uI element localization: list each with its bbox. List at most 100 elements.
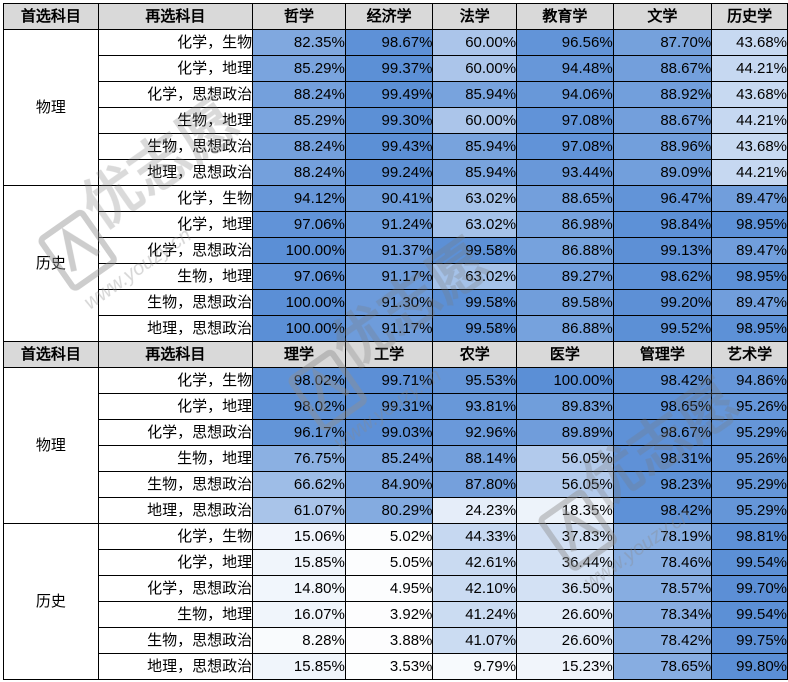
table-row: 化学，思想政治 100.00% 91.37% 99.58% 86.88% 99.13% 89… (4, 237, 788, 264)
rate-cell: 92.96% (432, 419, 518, 446)
rate-cell: 85.29% (252, 55, 346, 82)
rate-cell: 90.41% (344, 185, 434, 212)
rate-cell: 88.24% (252, 81, 346, 108)
rate-cell: 15.85% (252, 549, 346, 576)
header-second-subjects: 再选科目 (97, 3, 254, 30)
second-subjects-cell: 化学，生物 (97, 185, 254, 212)
rate-cell: 15.85% (252, 653, 346, 680)
rate-cell: 98.67% (344, 29, 434, 56)
rate-cell: 88.67% (612, 55, 713, 82)
rate-cell: 99.49% (344, 81, 434, 108)
rate-cell: 98.02% (252, 367, 346, 394)
rate-cell: 99.31% (344, 393, 434, 420)
second-subjects-cell: 化学，思想政治 (97, 419, 254, 446)
table-row: 化学，地理 97.06% 91.24% 63.02% 86.98% 98.84% 98.95… (4, 211, 788, 238)
rate-cell: 88.65% (516, 185, 614, 212)
rate-cell: 8.28% (252, 627, 346, 654)
rate-cell: 99.43% (344, 133, 434, 160)
rate-cell: 97.06% (252, 263, 346, 290)
rate-cell: 26.60% (516, 627, 614, 654)
rate-cell: 99.52% (612, 315, 713, 342)
table-row: 生物，思想政治 66.62% 84.90% 87.80% 56.05% 98.23% 95.… (4, 471, 788, 498)
table-row: 生物，思想政治 8.28% 3.88% 41.07% 26.60% 78.42% 99.75… (4, 627, 788, 654)
rate-cell: 98.84% (612, 211, 713, 238)
rate-cell: 99.03% (344, 419, 434, 446)
header-row: 首选科目 再选科目 理学 工学 农学 医学 管理学 艺术学 (3, 341, 788, 368)
rate-cell: 78.46% (612, 549, 713, 576)
table-row: 生物，思想政治 100.00% 91.30% 99.58% 89.58% 99.20% 89… (4, 289, 788, 316)
second-subjects-cell: 化学，生物 (97, 523, 254, 550)
second-subjects-cell: 地理，思想政治 (97, 315, 254, 342)
table-row: 生物，地理 97.06% 91.17% 63.02% 89.27% 98.62% 98.95… (4, 263, 788, 290)
table-row: 历史 化学，生物 94.12% 90.41% 63.02% 88.65% 96.47% 89.… (3, 185, 788, 342)
rate-cell: 99.58% (432, 315, 518, 342)
rate-cell: 95.29% (711, 471, 788, 498)
rate-cell: 97.08% (516, 107, 614, 134)
rate-cell: 60.00% (432, 55, 518, 82)
rate-cell: 63.02% (432, 211, 518, 238)
rate-cell: 91.30% (344, 289, 434, 316)
rate-cell: 98.95% (711, 211, 788, 238)
rate-cell: 43.68% (711, 29, 788, 56)
rate-cell: 66.62% (252, 471, 346, 498)
rate-cell: 78.34% (612, 601, 713, 628)
rate-cell: 88.24% (252, 133, 346, 160)
first-subject-cell: 物理 (3, 29, 99, 186)
rate-cell: 98.31% (612, 445, 713, 472)
rate-cell: 87.80% (432, 471, 518, 498)
rate-cell: 94.86% (711, 367, 788, 394)
table-row: 地理，思想政治 61.07% 80.29% 24.23% 18.35% 98.42% 95.… (4, 497, 788, 524)
rate-cell: 98.42% (612, 497, 713, 524)
rate-cell: 86.88% (516, 315, 614, 342)
rate-cell: 88.96% (612, 133, 713, 160)
rate-cell: 89.47% (711, 237, 788, 264)
table-row: 化学，地理 85.29% 99.37% 60.00% 94.48% 88.67% 44.21… (4, 55, 788, 82)
header-major: 法学 (432, 3, 518, 30)
first-subject-cell: 历史 (3, 185, 99, 342)
rate-cell: 88.92% (612, 81, 713, 108)
rate-cell: 93.81% (432, 393, 518, 420)
second-subjects-cell: 化学，地理 (97, 55, 254, 82)
rate-cell: 36.50% (516, 575, 614, 602)
rate-cell: 3.92% (344, 601, 434, 628)
table-row: 生物，地理 76.75% 85.24% 88.14% 56.05% 98.31% 95.26… (4, 445, 788, 472)
second-subjects-cell: 生物，地理 (97, 263, 254, 290)
table-row: 物理 化学，生物 82.35% 98.67% 60.00% 96.56% 87.70% 43.… (3, 29, 788, 186)
table-row: 化学，地理 15.85% 5.05% 42.61% 36.44% 78.46% 99.54% (4, 549, 788, 576)
second-subjects-cell: 化学，思想政治 (97, 81, 254, 108)
admission-rate-table: 首选科目 再选科目 哲学 经济学 法学 教育学 文学 历史学 物理 化学，生物 82.35% 98.6… (3, 3, 788, 680)
header-first-subject: 首选科目 (3, 3, 99, 30)
rate-cell: 42.61% (432, 549, 518, 576)
rate-cell: 89.83% (516, 393, 614, 420)
rate-cell: 99.54% (711, 549, 788, 576)
rate-cell: 44.33% (432, 523, 518, 550)
rate-cell: 95.29% (711, 419, 788, 446)
rate-cell: 41.24% (432, 601, 518, 628)
header-major: 艺术学 (711, 341, 788, 368)
rate-cell: 94.06% (516, 81, 614, 108)
rate-cell: 98.95% (711, 315, 788, 342)
rate-cell: 15.06% (252, 523, 346, 550)
table-row: 化学，地理 98.02% 99.31% 93.81% 89.83% 98.65% 95.26… (4, 393, 788, 420)
rate-cell: 99.37% (344, 55, 434, 82)
rate-cell: 56.05% (516, 445, 614, 472)
header-first-subject: 首选科目 (3, 341, 99, 368)
rate-cell: 76.75% (252, 445, 346, 472)
rate-cell: 99.13% (612, 237, 713, 264)
rate-cell: 91.37% (344, 237, 434, 264)
rate-cell: 85.94% (432, 81, 518, 108)
second-subjects-cell: 地理，思想政治 (97, 653, 254, 680)
rate-cell: 24.23% (432, 497, 518, 524)
rate-cell: 36.44% (516, 549, 614, 576)
rate-cell: 99.20% (612, 289, 713, 316)
rate-cell: 4.95% (344, 575, 434, 602)
rate-cell: 89.89% (516, 419, 614, 446)
header-major: 农学 (432, 341, 518, 368)
table-row: 化学，思想政治 14.80% 4.95% 42.10% 36.50% 78.57% 99.7… (4, 575, 788, 602)
rate-cell: 85.94% (432, 133, 518, 160)
rate-cell: 9.79% (432, 653, 518, 680)
rate-cell: 96.17% (252, 419, 346, 446)
header-major: 经济学 (344, 3, 434, 30)
rate-cell: 99.71% (344, 367, 434, 394)
rate-cell: 98.95% (711, 263, 788, 290)
